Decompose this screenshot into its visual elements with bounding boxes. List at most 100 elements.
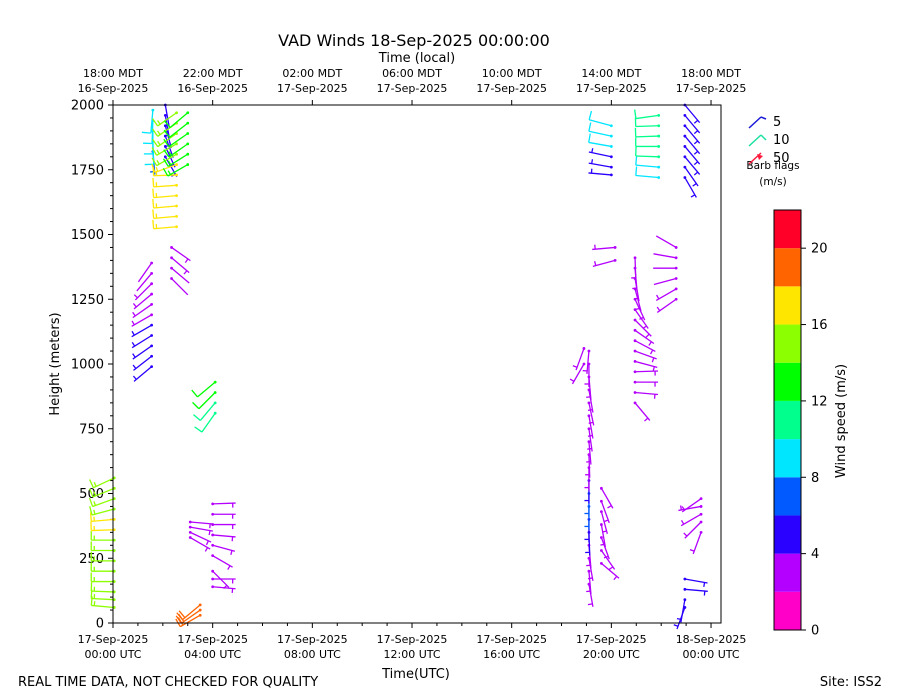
wind-barb — [132, 354, 154, 371]
wind-barb — [678, 505, 703, 512]
barb-shaft — [588, 130, 612, 137]
barb-half-feather — [93, 491, 97, 497]
barb-base — [633, 360, 637, 363]
barb-base — [587, 401, 591, 405]
wind-profile — [634, 109, 661, 179]
top-tick-label-time: 18:00 MDT — [681, 67, 741, 80]
wind-barb — [634, 109, 661, 120]
wind-barb — [193, 401, 217, 421]
legend-label: 5 — [773, 115, 781, 130]
barb-full-feather — [178, 610, 186, 619]
barb-base — [163, 113, 167, 117]
wind-barb — [132, 292, 154, 310]
barb-full-feather — [635, 166, 638, 176]
top-tick-label-time: 02:00 MDT — [282, 67, 342, 80]
barb-shaft — [635, 114, 659, 120]
colorbar: Wind speed (m/s) 0 4 8 12 16 20 — [773, 209, 849, 639]
barb-shaft — [635, 155, 659, 158]
barb-half-feather — [168, 151, 172, 156]
barb-base — [188, 530, 192, 534]
barb-base — [150, 261, 154, 265]
barb-base — [211, 569, 215, 573]
barb-base — [599, 549, 603, 552]
barb-base — [683, 134, 687, 138]
wind-barb — [588, 168, 613, 177]
x-tick-label-date: 17-Sep-2025 — [277, 633, 348, 646]
barb-base — [198, 603, 202, 607]
wind-barb — [683, 113, 701, 135]
barb-base — [657, 165, 661, 169]
wind-barb — [588, 122, 613, 138]
barb-shaft — [588, 571, 592, 595]
x-tick-label-time: 16:00 UTC — [483, 648, 540, 661]
barb-full-feather — [152, 209, 155, 219]
wind-barb — [163, 142, 190, 158]
wind-barb — [90, 562, 116, 573]
wind-profile — [151, 111, 178, 230]
wind-barb — [162, 152, 190, 167]
barb-shaft — [182, 604, 201, 621]
barb-half-feather — [644, 417, 649, 422]
barb-base — [175, 163, 178, 166]
barb-shaft — [212, 544, 236, 552]
wind-barb — [633, 328, 655, 346]
barb-shaft — [133, 355, 153, 371]
barb-base — [633, 328, 637, 332]
plot-frame — [112, 104, 722, 624]
y-tick-label: 750 — [79, 422, 104, 437]
barb-base — [582, 347, 586, 350]
barb-full-feather — [588, 133, 591, 143]
barb-shaft — [153, 205, 177, 209]
wind-barb — [634, 117, 661, 128]
barb-shaft — [588, 172, 612, 176]
barb-shaft — [588, 389, 594, 413]
barb-full-feather — [588, 122, 592, 132]
barb-half-feather — [591, 148, 594, 153]
barb-shaft — [588, 141, 612, 148]
barb-legend: Barb flags (m/s) 5 10 50 — [746, 115, 799, 188]
barb-shaft — [680, 513, 702, 527]
barb-shaft — [684, 521, 702, 539]
barb-shaft — [684, 588, 708, 592]
wind-barb — [211, 533, 236, 542]
barb-shaft — [169, 122, 189, 138]
footer-quality-note: REAL TIME DATA, NOT CHECKED FOR QUALITY — [18, 675, 318, 690]
wind-barb — [151, 152, 178, 167]
barb-shaft — [167, 164, 189, 177]
barb-half-feather — [683, 532, 688, 537]
x-tick-label-date: 17-Sep-2025 — [576, 633, 647, 646]
wind-barb — [211, 554, 233, 570]
barb-base — [609, 165, 613, 169]
barb-shaft — [179, 614, 201, 628]
legend-units: (m/s) — [759, 176, 786, 188]
wind-barb — [188, 536, 211, 552]
colorbar-bin — [774, 248, 801, 287]
y-axis-label: Height (meters) — [48, 312, 63, 415]
barb-base — [112, 580, 116, 583]
barb-full-feather — [152, 219, 155, 229]
barb-base — [112, 538, 116, 542]
barb-base — [633, 380, 637, 384]
barb-base — [112, 559, 116, 563]
x-tick-label-time: 08:00 UTC — [284, 648, 341, 661]
barb-base — [112, 598, 116, 602]
barb-half-feather — [156, 159, 160, 165]
barb-base — [633, 349, 637, 353]
barb-shaft — [634, 257, 637, 281]
barb-base — [186, 132, 190, 135]
wind-barb — [683, 520, 703, 539]
barb-base — [683, 587, 687, 591]
barb-half-feather — [648, 341, 652, 346]
wind-profile — [592, 244, 617, 267]
wind-barb — [655, 235, 678, 249]
barb-base — [150, 303, 154, 306]
wind-profile — [211, 577, 236, 594]
barb-shaft — [136, 272, 153, 292]
barb-shaft — [575, 348, 585, 371]
barb-base — [150, 282, 154, 286]
barb-base — [170, 256, 173, 260]
barb-base — [188, 536, 192, 539]
barb-half-feather — [591, 159, 594, 164]
wind-barb — [653, 277, 678, 286]
barb-base — [683, 165, 687, 169]
